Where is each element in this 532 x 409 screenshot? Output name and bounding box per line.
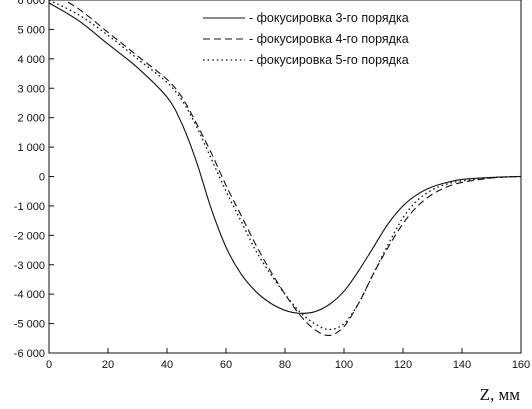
x-tick-label: 120 — [394, 359, 412, 371]
legend-label-1: - фокусировка 3-го порядка — [249, 11, 409, 25]
y-tick-label: 0 — [39, 172, 45, 184]
x-tick-label: 0 — [46, 359, 52, 371]
y-tick-label: 6 000 — [17, 0, 45, 7]
y-tick-label: -2 000 — [14, 230, 45, 242]
x-tick-label: 140 — [453, 359, 471, 371]
x-tick-label: 40 — [161, 359, 173, 371]
legend-label-3: - фокусировка 5-го порядка — [249, 53, 409, 67]
y-tick-label: 3 000 — [17, 83, 45, 95]
legend-label-2: - фокусировка 4-го порядка — [249, 32, 409, 46]
x-tick-label: 20 — [102, 359, 114, 371]
y-tick-label: -1 000 — [14, 201, 45, 213]
y-tick-label: 1 000 — [17, 142, 45, 154]
series-lines — [48, 0, 522, 336]
y-tick-label: -3 000 — [14, 260, 45, 272]
x-tick-label: 80 — [279, 359, 291, 371]
x-tick-label: 100 — [335, 359, 353, 371]
y-tick-label: 5 000 — [17, 24, 45, 36]
series-line-3 — [48, 0, 522, 331]
x-axis-label: Z, мм — [480, 385, 521, 404]
y-ticks: 6 000 5 000 4 000 3 000 2 000 1 000 0 -1 000 -2 … — [14, 0, 54, 360]
y-tick-label: 2 000 — [17, 113, 45, 125]
y-tick-label: 4 000 — [17, 54, 45, 66]
x-tick-label: 60 — [220, 359, 232, 371]
y-tick-label: -4 000 — [14, 289, 45, 301]
x-tick-label: 160 — [512, 359, 530, 371]
y-tick-label: -5 000 — [14, 319, 45, 331]
series-line-2 — [63, 0, 522, 336]
series-line-1 — [48, 2, 522, 314]
legend: - фокусировка 3-го порядка - фокусировка … — [203, 11, 409, 67]
y-tick-label: -6 000 — [14, 348, 45, 360]
x-ticks: 0 20 40 60 80 100 120 140 160 — [46, 348, 530, 371]
